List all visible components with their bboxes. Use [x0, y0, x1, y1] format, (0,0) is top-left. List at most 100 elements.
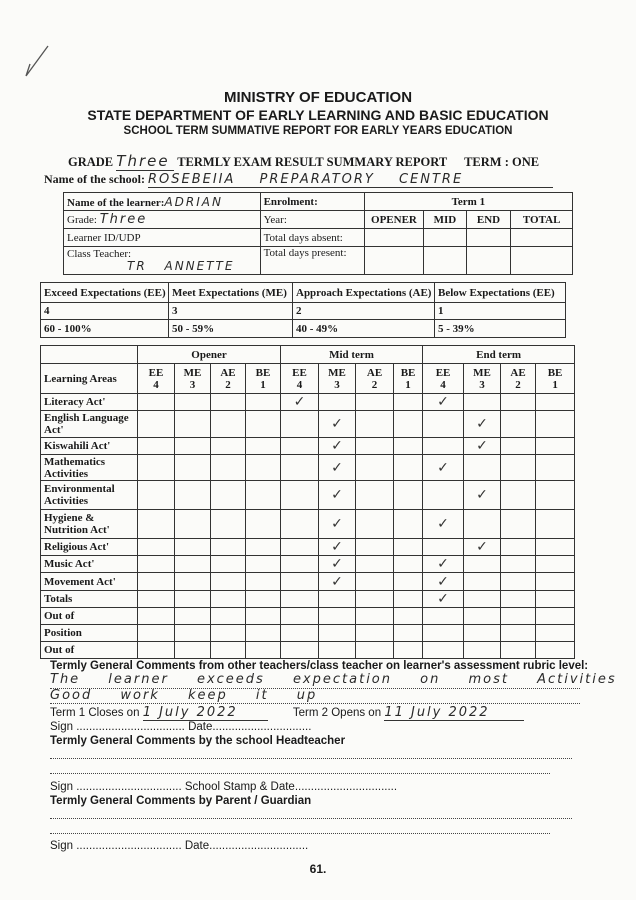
rating-cell-opener-ee[interactable] [137, 480, 175, 510]
rating-cell-mid-me[interactable]: ✓ [318, 538, 357, 556]
rating-cell-end-ee[interactable] [422, 538, 465, 556]
rating-cell-mid-ee[interactable] [280, 641, 320, 659]
rating-cell-end-ee[interactable]: ✓ [422, 509, 465, 539]
rating-cell-opener-be[interactable] [244, 480, 282, 510]
rating-cell-end-be[interactable] [535, 607, 576, 625]
rating-cell-mid-me[interactable]: ✓ [318, 509, 357, 539]
rating-cell-mid-be[interactable] [393, 480, 424, 510]
rating-cell-end-ee[interactable] [422, 437, 465, 455]
rating-cell-mid-me[interactable]: ✓ [318, 410, 357, 438]
rating-cell-opener-ee[interactable] [137, 437, 175, 455]
rating-cell-end-ae[interactable] [500, 480, 537, 510]
rating-cell-opener-me[interactable] [174, 555, 211, 573]
rating-cell-opener-ee[interactable] [137, 624, 175, 642]
rating-cell-opener-me[interactable] [174, 393, 211, 411]
rating-cell-end-me[interactable]: ✓ [463, 480, 502, 510]
rating-cell-mid-ae[interactable] [355, 590, 395, 608]
rating-cell-opener-ae[interactable] [210, 480, 246, 510]
rating-cell-mid-me[interactable]: ✓ [318, 454, 357, 481]
rating-cell-mid-ee[interactable] [280, 624, 320, 642]
rating-cell-opener-me[interactable] [174, 437, 211, 455]
rating-cell-mid-be[interactable] [393, 641, 424, 659]
rating-cell-end-be[interactable] [535, 624, 576, 642]
rating-cell-opener-be[interactable] [244, 572, 282, 591]
rating-cell-opener-me[interactable] [174, 590, 211, 608]
rating-cell-opener-be[interactable] [244, 538, 282, 556]
rating-cell-end-ee[interactable] [422, 624, 465, 642]
rating-cell-end-ae[interactable] [500, 607, 537, 625]
rating-cell-end-me[interactable] [463, 454, 502, 481]
rating-cell-opener-ae[interactable] [210, 607, 246, 625]
rating-cell-mid-me[interactable]: ✓ [318, 572, 357, 591]
rating-cell-end-ae[interactable] [500, 509, 537, 539]
rating-cell-opener-ae[interactable] [210, 437, 246, 455]
rating-cell-opener-be[interactable] [244, 624, 282, 642]
rating-cell-mid-ae[interactable] [355, 437, 395, 455]
rating-cell-opener-ae[interactable] [210, 393, 246, 411]
rating-cell-opener-ae[interactable] [210, 454, 246, 481]
rating-cell-opener-ee[interactable] [137, 538, 175, 556]
rating-cell-end-be[interactable] [535, 454, 576, 481]
rating-cell-end-ae[interactable] [500, 538, 537, 556]
rating-cell-mid-ae[interactable] [355, 410, 395, 438]
rating-cell-mid-ee[interactable] [280, 555, 320, 573]
rating-cell-opener-ae[interactable] [210, 538, 246, 556]
rating-cell-opener-me[interactable] [174, 624, 211, 642]
rating-cell-end-be[interactable] [535, 572, 576, 591]
rating-cell-end-me[interactable] [463, 607, 502, 625]
rating-cell-mid-ee[interactable] [280, 538, 320, 556]
rating-cell-mid-ae[interactable] [355, 641, 395, 659]
rating-cell-opener-ee[interactable] [137, 641, 175, 659]
rating-cell-end-ee[interactable]: ✓ [422, 572, 465, 591]
rating-cell-mid-be[interactable] [393, 590, 424, 608]
rating-cell-end-me[interactable] [463, 641, 502, 659]
rating-cell-end-ae[interactable] [500, 410, 537, 438]
rating-cell-opener-ee[interactable] [137, 454, 175, 481]
rating-cell-opener-be[interactable] [244, 555, 282, 573]
rating-cell-opener-ae[interactable] [210, 624, 246, 642]
rating-cell-mid-be[interactable] [393, 555, 424, 573]
rating-cell-opener-ee[interactable] [137, 607, 175, 625]
rating-cell-opener-me[interactable] [174, 509, 211, 539]
rating-cell-mid-be[interactable] [393, 393, 424, 411]
rating-cell-opener-be[interactable] [244, 393, 282, 411]
rating-cell-end-ee[interactable]: ✓ [422, 555, 465, 573]
rating-cell-opener-ee[interactable] [137, 590, 175, 608]
rating-cell-mid-ee[interactable] [280, 590, 320, 608]
rating-cell-opener-ae[interactable] [210, 509, 246, 539]
rating-cell-mid-be[interactable] [393, 572, 424, 591]
rating-cell-end-be[interactable] [535, 393, 576, 411]
rating-cell-mid-be[interactable] [393, 410, 424, 438]
rating-cell-mid-ae[interactable] [355, 607, 395, 625]
rating-cell-end-me[interactable] [463, 572, 502, 591]
rating-cell-opener-ee[interactable] [137, 410, 175, 438]
rating-cell-end-be[interactable] [535, 437, 576, 455]
rating-cell-opener-be[interactable] [244, 437, 282, 455]
rating-cell-end-ae[interactable] [500, 572, 537, 591]
rating-cell-mid-ae[interactable] [355, 509, 395, 539]
rating-cell-opener-me[interactable] [174, 572, 211, 591]
rating-cell-opener-be[interactable] [244, 410, 282, 438]
rating-cell-opener-ee[interactable] [137, 555, 175, 573]
rating-cell-opener-ee[interactable] [137, 572, 175, 591]
rating-cell-end-ee[interactable]: ✓ [422, 454, 465, 481]
rating-cell-end-me[interactable]: ✓ [463, 410, 502, 438]
rating-cell-mid-be[interactable] [393, 454, 424, 481]
rating-cell-mid-me[interactable] [318, 607, 357, 625]
rating-cell-opener-me[interactable] [174, 480, 211, 510]
rating-cell-opener-be[interactable] [244, 607, 282, 625]
rating-cell-mid-ae[interactable] [355, 555, 395, 573]
rating-cell-end-ee[interactable] [422, 641, 465, 659]
rating-cell-mid-ae[interactable] [355, 454, 395, 481]
rating-cell-mid-ae[interactable] [355, 538, 395, 556]
rating-cell-mid-ee[interactable] [280, 607, 320, 625]
rating-cell-opener-ae[interactable] [210, 410, 246, 438]
rating-cell-mid-me[interactable] [318, 624, 357, 642]
rating-cell-opener-ee[interactable] [137, 509, 175, 539]
rating-cell-mid-me[interactable] [318, 641, 357, 659]
rating-cell-mid-ee[interactable] [280, 437, 320, 455]
rating-cell-opener-be[interactable] [244, 641, 282, 659]
rating-cell-mid-ae[interactable] [355, 393, 395, 411]
rating-cell-mid-be[interactable] [393, 624, 424, 642]
rating-cell-opener-me[interactable] [174, 641, 211, 659]
